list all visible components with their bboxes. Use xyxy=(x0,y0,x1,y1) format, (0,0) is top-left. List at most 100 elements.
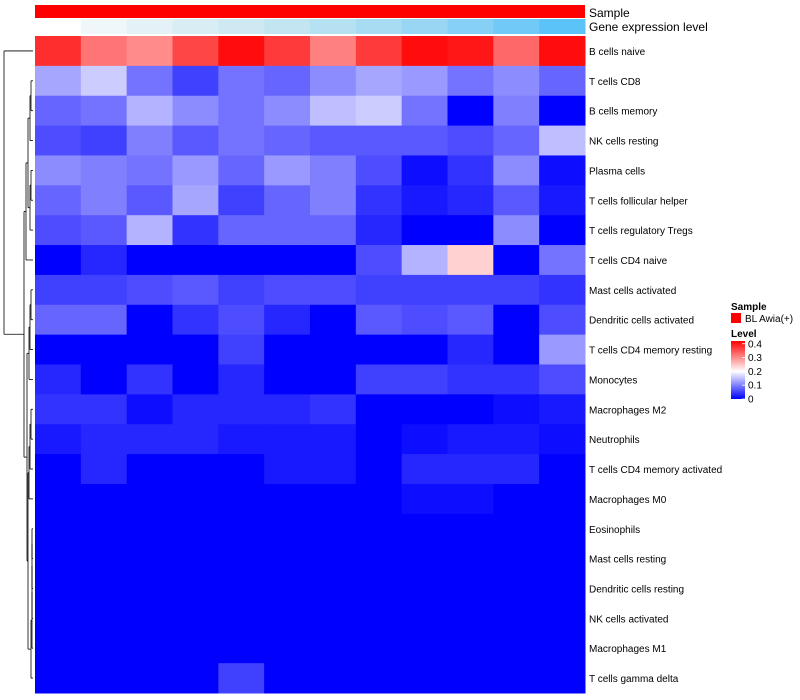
heatmap-cell xyxy=(493,36,540,67)
heatmap-cell xyxy=(401,304,448,336)
heatmap-cell xyxy=(80,245,128,276)
heatmap-cell xyxy=(264,95,311,127)
heatmap-cell xyxy=(172,483,219,515)
heatmap-cell xyxy=(539,65,586,97)
heatmap-cell xyxy=(401,663,448,694)
heatmap-cell xyxy=(355,424,403,455)
heatmap-cell xyxy=(80,215,128,246)
heatmap-cell xyxy=(493,543,540,575)
heatmap-cell xyxy=(401,394,448,425)
heatmap-cell xyxy=(355,125,403,156)
heatmap-cell xyxy=(310,245,357,276)
heatmap-cell xyxy=(539,663,586,694)
heatmap-cell xyxy=(539,513,586,545)
heatmap-cell xyxy=(401,513,448,545)
heatmap-cell xyxy=(218,185,265,216)
heatmap-cell xyxy=(80,364,128,395)
row-label: Plasma cells xyxy=(589,166,645,177)
heatmap-cell xyxy=(35,65,82,97)
heatmap-cell xyxy=(447,454,494,485)
row-label: B cells memory xyxy=(589,107,657,118)
heatmap-cell xyxy=(264,513,311,545)
heatmap-cell xyxy=(264,215,311,246)
heatmap-cell xyxy=(80,65,128,97)
heatmap-cell xyxy=(80,394,128,425)
heatmap-cell xyxy=(401,603,448,634)
heatmap-cell xyxy=(401,155,448,186)
heatmap-cell xyxy=(172,543,219,575)
heatmap-cell xyxy=(355,36,403,67)
heatmap-cell xyxy=(35,483,82,515)
row-label: Monocytes xyxy=(589,375,637,386)
expression-track-cell xyxy=(355,19,403,34)
heatmap-cell xyxy=(126,483,173,515)
heatmap-cell xyxy=(355,245,403,276)
heatmap-cell xyxy=(264,334,311,365)
row-label: Macrophages M2 xyxy=(589,405,667,416)
sample-track-label: Sample xyxy=(589,6,630,20)
row-dendrogram xyxy=(3,50,33,679)
heatmap-cell xyxy=(172,304,219,336)
heatmap-cell xyxy=(218,663,265,694)
heatmap-cell xyxy=(35,36,82,67)
heatmap-cell xyxy=(264,364,311,395)
legend-ticks: 0.4 0.3 0.2 0.1 0 xyxy=(742,339,762,406)
heatmap-cell xyxy=(264,573,311,604)
heatmap-cell xyxy=(172,65,219,97)
heatmap-cell xyxy=(447,633,494,664)
heatmap-cell xyxy=(401,215,448,246)
expression-annotation-track xyxy=(35,19,586,34)
heatmap-cell xyxy=(218,155,265,186)
heatmap-cell xyxy=(218,394,265,425)
heatmap-cell xyxy=(35,633,82,664)
heatmap-cell xyxy=(126,215,173,246)
heatmap-cell xyxy=(401,483,448,515)
heatmap-cell xyxy=(126,95,173,127)
heatmap-cell xyxy=(447,334,494,365)
heatmap-cell xyxy=(172,274,219,306)
heatmap-cell xyxy=(80,633,128,664)
heatmap-cell xyxy=(539,424,586,455)
heatmap-cell xyxy=(80,155,128,186)
heatmap-cell xyxy=(80,185,128,216)
heatmap-cell xyxy=(218,454,265,485)
row-label: NK cells activated xyxy=(589,614,668,625)
legend-level-title: Level xyxy=(731,329,757,340)
heatmap-cell xyxy=(218,483,265,515)
legend-tick-label: 0.1 xyxy=(748,381,762,392)
heatmap-cell xyxy=(401,334,448,365)
row-labels: B cells naive T cells CD8 B cells memory NK… xyxy=(589,47,722,685)
row-label: Macrophages M0 xyxy=(589,495,667,506)
heatmap-cell xyxy=(355,543,403,575)
heatmap-cell xyxy=(310,36,357,67)
sample-track-bar xyxy=(35,5,585,18)
heatmap-cell xyxy=(447,215,494,246)
row-label: Dendritic cells resting xyxy=(589,584,684,595)
heatmap-cell xyxy=(264,185,311,216)
heatmap-cell xyxy=(539,304,586,336)
heatmap-cell xyxy=(355,483,403,515)
heatmap-cell xyxy=(218,543,265,575)
heatmap-cell xyxy=(447,95,494,127)
heatmap-cell xyxy=(80,274,128,306)
heatmap-cell xyxy=(355,65,403,97)
heatmap-cell xyxy=(447,185,494,216)
heatmap-cell xyxy=(172,36,219,67)
heatmap-cell xyxy=(218,334,265,365)
heatmap-cell xyxy=(126,573,173,604)
heatmap-cell xyxy=(264,663,311,694)
heatmap-cell xyxy=(172,125,219,156)
heatmap-cell xyxy=(310,633,357,664)
expression-track-cell xyxy=(35,19,82,34)
heatmap-cell xyxy=(539,573,586,604)
heatmap-cell xyxy=(447,65,494,97)
heatmap-cell xyxy=(539,185,586,216)
legend-sample-title: Sample xyxy=(731,302,767,313)
heatmap-cell xyxy=(401,36,448,67)
expression-track-cell xyxy=(126,19,173,34)
heatmap-cell xyxy=(218,513,265,545)
heatmap-cell xyxy=(401,245,448,276)
heatmap-cell xyxy=(310,304,357,336)
heatmap-cell xyxy=(80,663,128,694)
heatmap-cell xyxy=(80,513,128,545)
